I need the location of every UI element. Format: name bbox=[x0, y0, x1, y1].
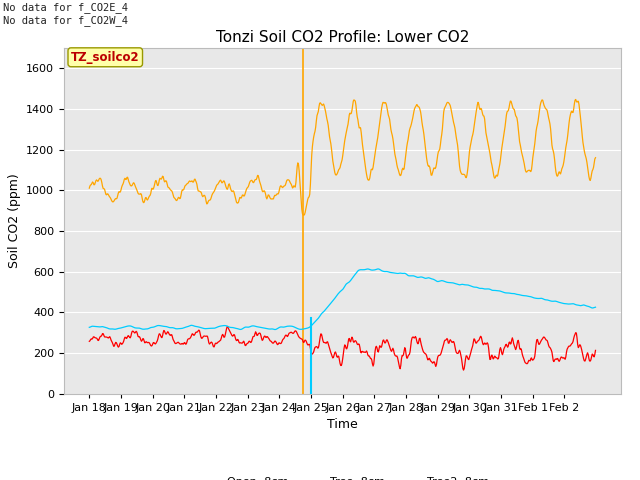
X-axis label: Time: Time bbox=[327, 418, 358, 431]
Title: Tonzi Soil CO2 Profile: Lower CO2: Tonzi Soil CO2 Profile: Lower CO2 bbox=[216, 30, 469, 46]
Text: TZ_soilco2: TZ_soilco2 bbox=[71, 51, 140, 64]
Legend: Open -8cm, Tree -8cm, Tree2 -8cm: Open -8cm, Tree -8cm, Tree2 -8cm bbox=[191, 473, 493, 480]
Y-axis label: Soil CO2 (ppm): Soil CO2 (ppm) bbox=[8, 173, 20, 268]
Text: No data for f_CO2E_4
No data for f_CO2W_4: No data for f_CO2E_4 No data for f_CO2W_… bbox=[3, 2, 128, 26]
